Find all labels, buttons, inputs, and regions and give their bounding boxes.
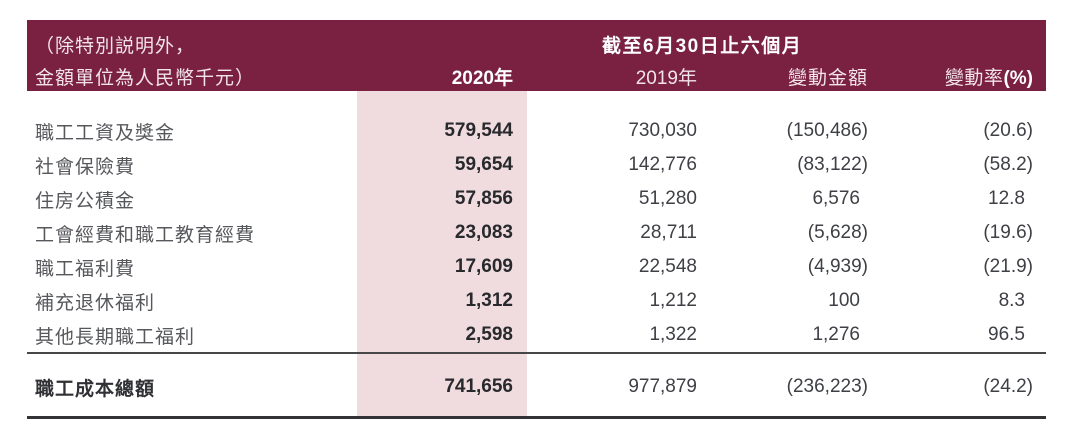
data-rows: 職工工資及獎金 579,544 730,030 (150,486) (20.6)… bbox=[27, 91, 1046, 352]
staff-cost-table: （除特別説明外， 截至6月30日止六個月 金額單位為人民幣千元） 2020年 2… bbox=[27, 20, 1046, 419]
col-header-2020: 2020年 bbox=[451, 67, 513, 89]
cell-label: 補充退休福利 bbox=[35, 292, 156, 314]
highlight-band-2020 bbox=[357, 91, 527, 416]
cell-change: (4,939) bbox=[807, 256, 868, 277]
cell-change: 1,276 bbox=[812, 324, 860, 345]
col-header-change: 變動金額 bbox=[787, 67, 868, 89]
cell-label: 其他長期職工福利 bbox=[35, 326, 196, 348]
table-row: 職工福利費 17,609 22,548 (4,939) (21.9) bbox=[27, 250, 1046, 284]
cell-2019: 51,280 bbox=[638, 188, 697, 209]
cell-2019: 22,548 bbox=[638, 256, 697, 277]
col-header-2019: 2019年 bbox=[635, 67, 697, 89]
total-cell-2019: 977,879 bbox=[628, 376, 697, 397]
cell-rate: (20.6) bbox=[983, 120, 1033, 141]
cell-2020: 17,609 bbox=[454, 256, 513, 277]
cell-rate: 96.5 bbox=[988, 324, 1025, 345]
cell-2020: 59,654 bbox=[454, 154, 513, 175]
table-row: 職工工資及獎金 579,544 730,030 (150,486) (20.6) bbox=[27, 114, 1046, 148]
unit-note-line2: 金額單位為人民幣千元） bbox=[35, 67, 256, 89]
cell-2019: 1,212 bbox=[649, 290, 697, 311]
period-header: 截至6月30日止六個月 bbox=[602, 35, 803, 57]
total-label: 職工成本總額 bbox=[35, 378, 156, 400]
cell-change: 100 bbox=[828, 290, 860, 311]
cell-label: 社會保險費 bbox=[35, 156, 136, 178]
table-row: 其他長期職工福利 2,598 1,322 1,276 96.5 bbox=[27, 318, 1046, 352]
header-row-2: 金額單位為人民幣千元） 2020年 2019年 變動金額 變動率(%) bbox=[27, 61, 1046, 91]
cell-2019: 730,030 bbox=[628, 120, 697, 141]
table-row: 社會保險費 59,654 142,776 (83,122) (58.2) bbox=[27, 148, 1046, 182]
total-cell-2020: 741,656 bbox=[444, 376, 513, 397]
col-header-rate-text: 變動率 bbox=[944, 67, 1004, 89]
cell-label: 工會經費和職工教育經費 bbox=[35, 224, 256, 246]
separator-line bbox=[27, 352, 1046, 354]
cell-2019: 142,776 bbox=[628, 154, 697, 175]
cell-2020: 1,312 bbox=[465, 290, 513, 311]
total-cell-rate: (24.2) bbox=[983, 376, 1033, 397]
col-header-rate: 變動率(%) bbox=[880, 63, 1046, 90]
table-row: 補充退休福利 1,312 1,212 100 8.3 bbox=[27, 284, 1046, 318]
cell-change: (83,122) bbox=[797, 154, 868, 175]
cell-2019: 1,322 bbox=[649, 324, 697, 345]
total-cell-change: (236,223) bbox=[786, 376, 868, 397]
cell-label: 職工工資及獎金 bbox=[35, 122, 176, 144]
cell-change: 6,576 bbox=[812, 188, 860, 209]
cell-2020: 2,598 bbox=[465, 324, 513, 345]
cell-rate: (21.9) bbox=[983, 256, 1033, 277]
table-header: （除特別説明外， 截至6月30日止六個月 金額單位為人民幣千元） 2020年 2… bbox=[27, 20, 1046, 91]
cell-label: 職工福利費 bbox=[35, 258, 136, 280]
cell-rate: (58.2) bbox=[983, 154, 1033, 175]
cell-rate: 12.8 bbox=[988, 188, 1025, 209]
header-row-1: （除特別説明外， 截至6月30日止六個月 bbox=[27, 20, 1046, 61]
unit-note-line1: （除特別説明外， bbox=[35, 35, 196, 57]
cell-2020: 23,083 bbox=[454, 222, 513, 243]
cell-2020: 579,544 bbox=[444, 120, 513, 141]
table-row: 住房公積金 57,856 51,280 6,576 12.8 bbox=[27, 182, 1046, 216]
cell-change: (150,486) bbox=[786, 120, 868, 141]
table-body: 職工工資及獎金 579,544 730,030 (150,486) (20.6)… bbox=[27, 91, 1046, 419]
cell-change: (5,628) bbox=[807, 222, 868, 243]
cell-2020: 57,856 bbox=[454, 188, 513, 209]
cell-rate: (19.6) bbox=[983, 222, 1033, 243]
table-row: 工會經費和職工教育經費 23,083 28,711 (5,628) (19.6) bbox=[27, 216, 1046, 250]
total-row: 職工成本總額 741,656 977,879 (236,223) (24.2) bbox=[27, 354, 1046, 416]
cell-2019: 28,711 bbox=[640, 222, 697, 243]
col-header-rate-percent: (%) bbox=[1003, 67, 1033, 89]
cell-label: 住房公積金 bbox=[35, 190, 136, 212]
cell-rate: 8.3 bbox=[998, 290, 1025, 311]
